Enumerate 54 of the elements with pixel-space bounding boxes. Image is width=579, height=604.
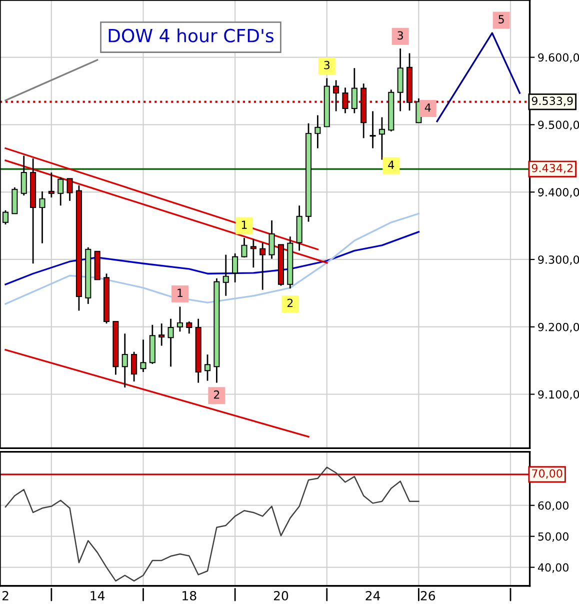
line-series <box>4 466 420 582</box>
candlestick <box>131 351 138 382</box>
candlestick <box>58 176 64 206</box>
x-tick-label: 20 <box>274 590 288 600</box>
y-tick-label: 9.400,0 <box>538 188 579 198</box>
candlestick <box>204 354 211 382</box>
candlestick <box>222 254 229 297</box>
candlestick <box>232 252 238 284</box>
y-tick-label: 50,00 <box>538 532 568 542</box>
annotation: 3 <box>398 31 403 40</box>
candlestick <box>241 237 248 258</box>
text: DOW 4 hour CFD's <box>108 28 274 42</box>
ref-line-label: 9.434,2 <box>532 164 572 174</box>
line-series <box>4 231 420 286</box>
candlestick <box>176 306 183 332</box>
candlestick <box>48 172 54 198</box>
candlestick <box>39 190 46 244</box>
annotation: 1 <box>242 220 247 229</box>
annotation: 3 <box>324 60 330 70</box>
candlestick <box>260 242 266 290</box>
y-tick-label: 9.600,0 <box>538 53 579 63</box>
candlestick <box>158 322 165 346</box>
candlestick <box>378 116 385 160</box>
annotation: 5 <box>498 15 504 24</box>
x-tick-label: 2 <box>2 590 8 600</box>
x-tick-label: 14 <box>90 591 105 600</box>
candlestick <box>168 318 174 368</box>
y-tick-label: 60,00 <box>538 501 568 511</box>
y-tick-label: 9.200,0 <box>538 322 579 332</box>
y-tick-label: 9.300,0 <box>538 255 579 265</box>
y-tick-label: 40,00 <box>538 563 568 573</box>
y-tick-label: 9.500,0 <box>538 120 579 130</box>
line-series <box>4 212 420 305</box>
candlestick <box>66 178 73 202</box>
candlestick <box>186 320 192 334</box>
candlestick <box>122 332 128 388</box>
candlestick <box>140 338 146 373</box>
x-tick-label: 18 <box>182 590 196 600</box>
y-tick-label: 9.100,0 <box>538 390 579 400</box>
candlestick <box>370 110 376 149</box>
annotation: 4 <box>424 103 431 112</box>
candlestick <box>351 67 358 114</box>
annotation: 1 <box>178 288 182 297</box>
ref-line-label: 9.533,9 <box>532 96 573 106</box>
candlestick <box>20 154 27 196</box>
annotation: 4 <box>388 160 394 169</box>
x-tick-label: 26 <box>420 590 436 600</box>
annotation: 2 <box>287 298 293 308</box>
ref-line-label: 70,00 <box>532 469 562 479</box>
candlestick <box>268 220 275 260</box>
annotation: 2 <box>214 390 220 399</box>
x-tick-label: 24 <box>366 590 380 600</box>
candlestick <box>250 238 256 268</box>
candlestick <box>314 114 321 149</box>
